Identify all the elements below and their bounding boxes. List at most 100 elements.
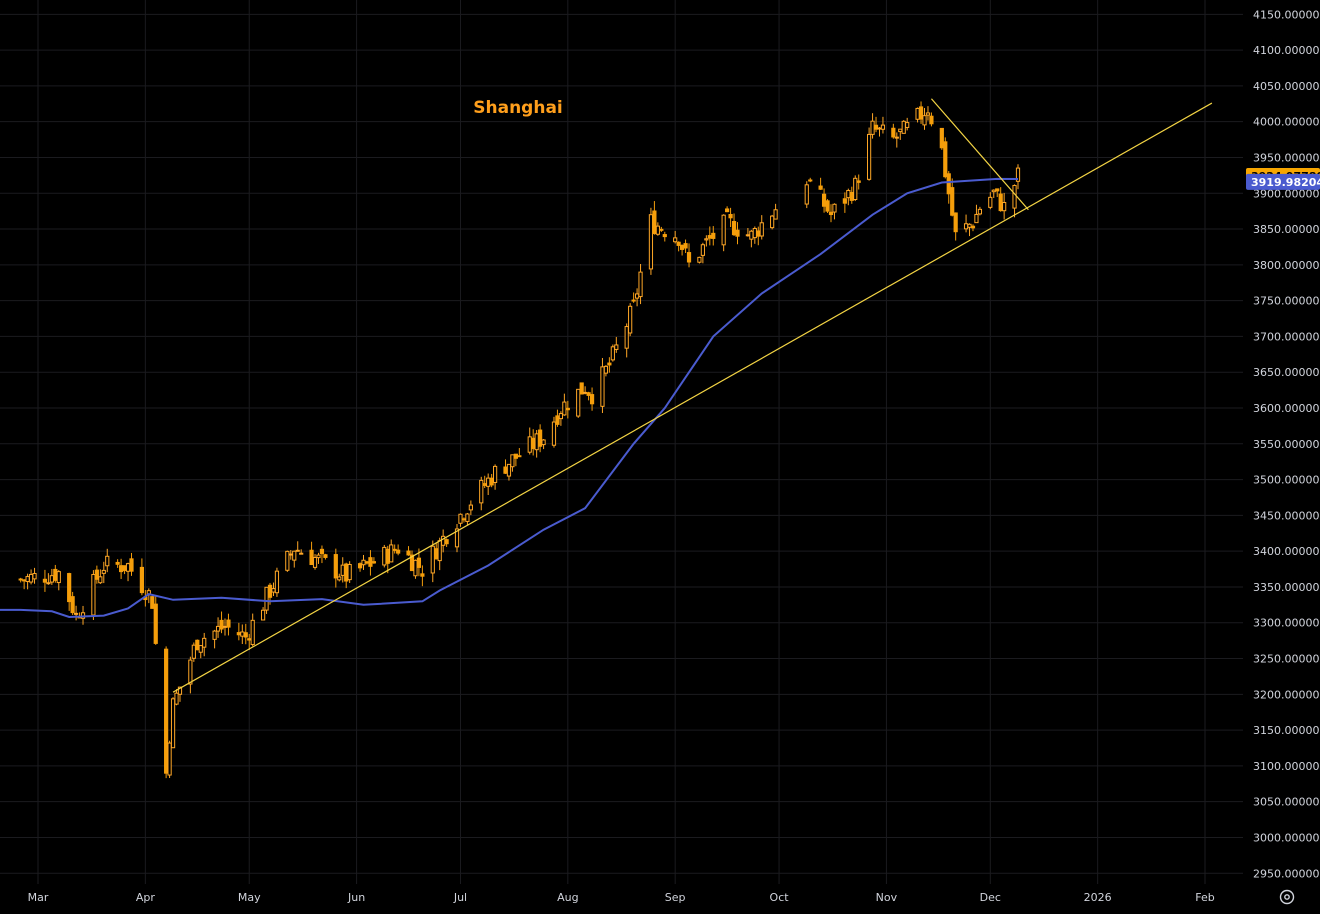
moving-average-line [0, 177, 1019, 619]
price-tick-label: 3150.00000 [1253, 724, 1319, 737]
candle-body [915, 107, 920, 120]
candle-body [652, 210, 657, 234]
candle-body [808, 179, 813, 182]
chart-title: Shanghai [473, 98, 563, 118]
time-tick-label: Apr [136, 891, 156, 904]
candle-body [125, 563, 131, 572]
candle-body [49, 575, 54, 583]
price-tags: 3924.077803919.98204 [1246, 168, 1320, 190]
price-tick-label: 3100.00000 [1253, 760, 1319, 773]
candle-body [122, 565, 127, 571]
candle-body [818, 185, 823, 190]
candle-body [177, 686, 183, 695]
price-tick-label: 4150.00000 [1253, 8, 1319, 21]
candle-body [420, 573, 425, 577]
candle-body [728, 213, 733, 219]
price-tick-label: 2950.00000 [1253, 867, 1319, 880]
candle-body [995, 188, 1000, 192]
price-tick-label: 3900.00000 [1253, 187, 1319, 200]
candle-body [392, 548, 397, 551]
candle-body [531, 437, 536, 450]
candle-body [842, 198, 847, 204]
candle-body [901, 120, 906, 134]
candle-body [565, 407, 570, 411]
candle-body [745, 234, 750, 237]
time-axis[interactable]: Mar Apr May Jun Jul Aug Sep Oct Nov Dec 2026 Feb [28, 891, 1215, 904]
candle-body [527, 436, 532, 453]
candle-body [340, 564, 345, 576]
candle-body [195, 639, 200, 651]
candle-body [770, 215, 775, 229]
candle-body [846, 189, 851, 199]
candle-body [468, 504, 473, 511]
candle-body [139, 566, 144, 594]
candle-body [853, 177, 858, 201]
candle-body [167, 742, 172, 776]
candle-body [119, 565, 124, 573]
candle-body [486, 477, 491, 487]
candle-body [42, 578, 48, 583]
candle-body [288, 553, 293, 556]
candle-body [700, 244, 705, 256]
candle-body [614, 344, 619, 350]
chart-settings-button[interactable] [1276, 886, 1298, 908]
candle-body [918, 106, 924, 120]
candle-body [292, 550, 297, 561]
price-tick-label: 3500.00000 [1253, 474, 1319, 487]
candle-body [503, 466, 508, 474]
candle-body [576, 388, 581, 417]
price-tick-label: 3950.00000 [1253, 151, 1319, 164]
candle-body [264, 586, 269, 611]
candle-body [454, 528, 460, 548]
time-tick-label: Feb [1195, 891, 1214, 904]
candle-body [361, 559, 366, 566]
candle-body [974, 213, 979, 224]
candle-body [870, 120, 875, 135]
candle-body [721, 214, 726, 246]
candle-body [53, 568, 58, 581]
candle-body [735, 229, 740, 237]
candle-body [73, 612, 79, 615]
candle-body [222, 625, 228, 628]
candle-body [991, 189, 996, 193]
price-tick-label: 3750.00000 [1253, 295, 1319, 308]
candle-body [628, 305, 633, 334]
candle-body [115, 561, 120, 565]
candle-body [493, 465, 498, 483]
time-tick-label: Jun [347, 891, 365, 904]
candle-body [56, 571, 61, 584]
price-tick-label: 4100.00000 [1253, 44, 1319, 57]
candle-body [91, 573, 96, 616]
candle-body [756, 230, 761, 237]
price-tick-label: 3700.00000 [1253, 330, 1319, 343]
price-tick-label: 3400.00000 [1253, 545, 1319, 558]
candle-body [250, 619, 255, 645]
candle-body [444, 539, 449, 545]
candle-body [105, 555, 110, 567]
candle-body [943, 141, 948, 178]
candle-body [299, 552, 304, 555]
price-tick-label: 3850.00000 [1253, 223, 1319, 236]
candle-body [953, 212, 958, 233]
trendline [172, 102, 1213, 693]
candle-body [465, 513, 470, 522]
price-tick-label: 4050.00000 [1253, 80, 1319, 93]
candle-body [967, 223, 972, 228]
candle-body [551, 421, 557, 446]
candle-body [558, 413, 563, 420]
candle-body [323, 554, 328, 558]
candle-body [150, 596, 155, 609]
candle-body [371, 561, 377, 564]
candle-body [749, 230, 754, 240]
candle-body [240, 631, 245, 637]
candle-body [866, 133, 872, 180]
candle-body [382, 546, 387, 566]
moving-average-tag-bg [1246, 173, 1320, 190]
candle-body [773, 209, 778, 220]
price-axis[interactable]: 4150.00000 4100.00000 4050.00000 4000.00000… [1253, 8, 1319, 880]
moving-average-tag: 3919.98204 [1251, 176, 1320, 189]
candle-body [725, 208, 730, 213]
time-tick-label: Sep [665, 891, 686, 904]
